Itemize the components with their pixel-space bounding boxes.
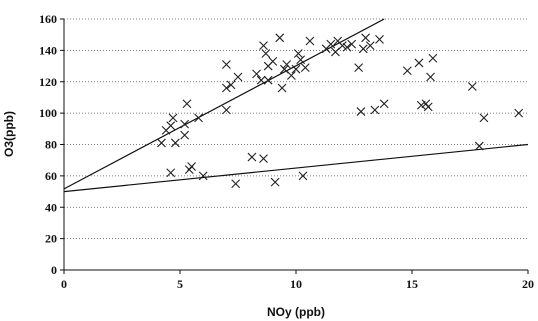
data-point (157, 138, 166, 148)
data-point (428, 53, 438, 63)
x-tick-label: 0 (61, 277, 67, 291)
data-point (338, 41, 347, 51)
data-point (514, 108, 524, 118)
data-point (277, 83, 287, 93)
data-point (365, 41, 375, 51)
y-tick-label: 160 (39, 12, 57, 26)
data-point (479, 113, 489, 123)
x-tick-label: 20 (522, 277, 534, 291)
data-point (375, 35, 384, 44)
data-point (263, 75, 273, 85)
data-point (256, 75, 266, 85)
data-point (252, 69, 261, 79)
data-point (426, 72, 435, 82)
data-point (414, 58, 424, 68)
y-tick-label: 60 (45, 169, 57, 183)
data-point (170, 138, 180, 148)
data-point (259, 154, 268, 164)
data-point (296, 55, 306, 65)
data-point (166, 121, 176, 131)
data-point (467, 82, 477, 91)
data-point (347, 39, 357, 49)
data-point (286, 71, 296, 80)
data-point (474, 141, 484, 151)
y-tick-label: 40 (45, 200, 57, 214)
reference-lines (63, 18, 529, 193)
data-point (187, 162, 196, 171)
data-point (231, 179, 241, 189)
data-point (261, 49, 271, 58)
axes (60, 18, 529, 274)
data-point (270, 177, 280, 187)
data-point (326, 39, 336, 49)
data-point (259, 41, 268, 51)
data-point (305, 36, 315, 46)
x-tick-label: 15 (406, 277, 418, 291)
y-tick-label: 80 (45, 138, 57, 152)
x-axis-label: NOy (ppb) (267, 305, 325, 319)
data-point (356, 107, 366, 116)
data-point (198, 171, 208, 181)
x-tick-label: 5 (177, 277, 183, 291)
reference-line-2 (63, 143, 529, 193)
data-point (293, 49, 303, 58)
data-point (222, 60, 231, 69)
data-point (370, 105, 380, 115)
data-points (157, 33, 524, 189)
data-point (300, 63, 310, 73)
data-point (282, 60, 292, 69)
y-tick-label: 120 (39, 75, 57, 89)
data-point (423, 102, 433, 112)
data-point (358, 44, 368, 54)
y-tick-label: 140 (39, 43, 57, 57)
grid-lines (64, 18, 528, 239)
data-point (361, 33, 370, 43)
reference-line-1 (63, 18, 385, 190)
y-tick-label: 100 (39, 106, 57, 120)
data-point (194, 113, 203, 123)
x-tick-label: 10 (290, 277, 302, 291)
y-tick-label: 0 (51, 263, 57, 277)
data-point (182, 99, 192, 109)
data-point (222, 105, 231, 115)
data-point (166, 168, 176, 178)
data-point (275, 33, 285, 43)
data-point (379, 99, 389, 109)
data-point (416, 100, 426, 110)
data-point (233, 72, 243, 82)
data-point (402, 66, 412, 76)
data-point (180, 119, 190, 129)
tick-labels: 0 20 40 60 80 100 120 140 160 0 5 10 15 20 (39, 12, 534, 291)
data-point (247, 152, 257, 162)
data-point (226, 80, 236, 90)
data-point (222, 83, 231, 93)
data-point (298, 171, 308, 181)
y-tick-label: 20 (45, 232, 57, 246)
data-point (291, 64, 301, 74)
data-point (268, 56, 278, 66)
y-axis-label: O3(ppb) (2, 111, 16, 157)
data-point (180, 130, 190, 140)
data-point (342, 42, 352, 52)
data-point (168, 113, 178, 123)
data-point (354, 63, 364, 73)
